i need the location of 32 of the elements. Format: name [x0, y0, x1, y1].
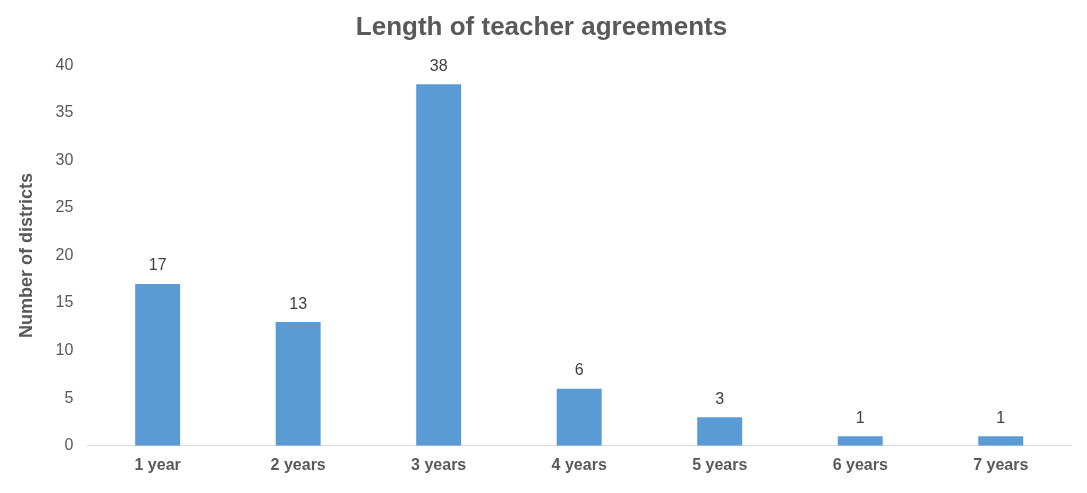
data-label: 13 — [289, 294, 308, 312]
data-label: 1 — [996, 408, 1006, 426]
x-tick-label: 2 years — [270, 455, 326, 473]
data-label: 1 — [855, 408, 865, 426]
x-tick-label: 3 years — [411, 455, 467, 473]
data-label: 3 — [715, 389, 725, 407]
y-tick-label: 20 — [55, 245, 74, 263]
bar — [275, 322, 321, 446]
data-label: 17 — [148, 256, 167, 274]
y-tick-label: 40 — [55, 55, 74, 73]
bar — [837, 436, 883, 446]
data-label: 6 — [574, 361, 584, 379]
y-tick-label: 35 — [55, 103, 74, 121]
bar — [978, 436, 1024, 446]
bar — [416, 84, 462, 446]
x-tick-label: 4 years — [551, 455, 607, 473]
bar — [697, 417, 743, 446]
chart-title: Length of teacher agreements — [355, 10, 728, 41]
bar — [556, 388, 602, 446]
x-tick-label: 6 years — [832, 455, 888, 473]
y-tick-label: 15 — [55, 293, 74, 311]
y-tick-label: 30 — [55, 150, 74, 168]
x-tick-label: 7 years — [973, 455, 1029, 473]
y-tick-label: 10 — [55, 341, 74, 359]
y-tick-label: 25 — [55, 198, 74, 216]
data-label: 38 — [429, 56, 448, 74]
y-tick-label: 5 — [64, 388, 74, 406]
x-tick-label: 1 year — [134, 455, 181, 473]
bar — [135, 284, 181, 446]
y-tick-label: 0 — [64, 436, 74, 454]
y-axis-title: Number of districts — [15, 172, 36, 339]
x-tick-label: 5 years — [692, 455, 748, 473]
